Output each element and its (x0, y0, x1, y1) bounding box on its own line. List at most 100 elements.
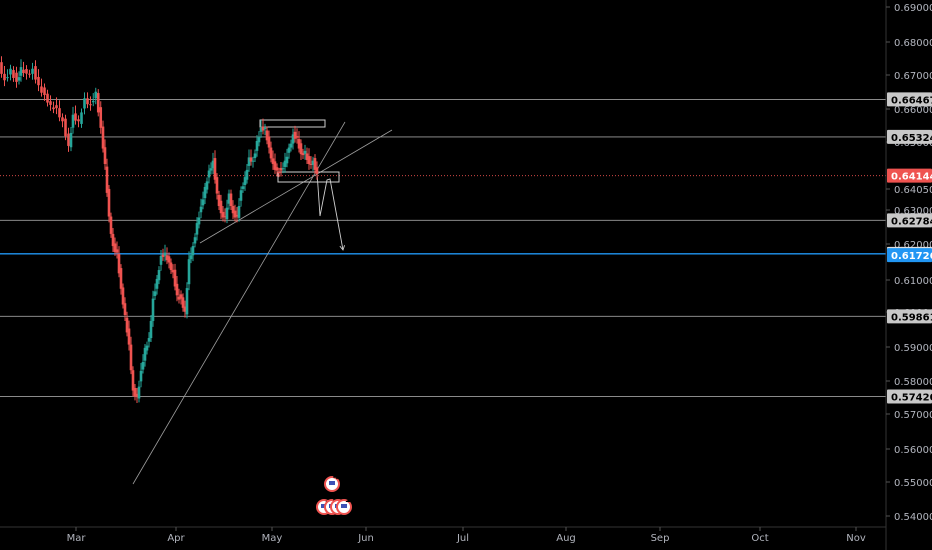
candle-down (0, 62, 3, 74)
candle-up (289, 143, 293, 148)
level-badge-label: 0.61726 (891, 251, 932, 262)
candle-up (199, 206, 203, 213)
candle-up (19, 67, 23, 76)
x-tick-label: Aug (556, 533, 576, 544)
candle-down (113, 243, 117, 252)
candle-down (28, 73, 31, 75)
candle-up (263, 127, 267, 130)
candle-up (139, 370, 143, 382)
x-tick-label: Jun (357, 533, 374, 544)
y-tick-label: 0.67000 (894, 71, 932, 82)
y-tick-label: 0.63000 (894, 206, 932, 217)
candle-down (293, 131, 297, 139)
candle-up (207, 170, 211, 178)
y-tick-label: 0.55000 (894, 478, 932, 489)
event-count: 1 (345, 495, 351, 505)
candle-down (86, 98, 89, 105)
candle-down (3, 73, 6, 81)
candle-up (153, 291, 157, 296)
candle-up (227, 193, 231, 204)
candle-down (169, 262, 173, 271)
candle-down (107, 188, 111, 217)
candle-down (105, 166, 109, 193)
candle-up (285, 156, 289, 164)
candle-down (67, 133, 70, 146)
candle-down (15, 72, 18, 82)
candle-down (305, 153, 309, 161)
candle-down (40, 86, 43, 93)
candle-down (61, 117, 64, 122)
candle-up (205, 181, 209, 190)
candle-down (183, 306, 187, 312)
x-tick-label: Apr (167, 533, 185, 544)
candle-down (22, 69, 25, 74)
candle-down (275, 167, 279, 171)
candle-down (297, 139, 301, 149)
candle-down (261, 126, 265, 131)
level-badge-label: 0.59861 (891, 312, 932, 323)
candle-down (96, 93, 100, 113)
candle-down (34, 66, 37, 80)
candle-down (129, 344, 133, 371)
candle-up (283, 160, 287, 167)
candle-up (94, 91, 98, 99)
candle-up (83, 98, 86, 109)
level-badge (887, 92, 932, 107)
y-tick-label: 0.54000 (894, 512, 932, 523)
candle-down (235, 214, 239, 217)
candle-down (213, 158, 217, 180)
horizontal-levels (0, 98, 886, 397)
y-tick-label: 0.57000 (894, 410, 932, 421)
candle-down (101, 126, 105, 149)
level-badge-label: 0.66467 (891, 95, 932, 106)
y-tick-label: 0.62000 (894, 240, 932, 251)
flag-icon (321, 504, 327, 508)
candle-up (259, 127, 263, 132)
candle-down (37, 76, 40, 86)
candle-down (177, 296, 181, 300)
y-tick-label: 0.58000 (894, 377, 932, 388)
candle-up (211, 160, 215, 169)
candle-down (171, 270, 175, 273)
candle-up (91, 100, 95, 103)
candle-down (111, 233, 115, 247)
candle-down (269, 147, 273, 159)
y-tick-label: 0.68000 (894, 38, 932, 49)
candle-down (277, 171, 281, 174)
candle-down (279, 167, 283, 171)
candle-down (223, 216, 227, 218)
level-badge (887, 129, 932, 144)
candle-up (155, 278, 159, 289)
resistance-box (259, 119, 326, 128)
candle-up (197, 217, 201, 225)
candle-up (31, 68, 34, 74)
candle-down (89, 104, 92, 106)
candle-up (137, 386, 141, 399)
candle-down (299, 143, 303, 155)
candle-down (315, 167, 319, 174)
x-tick-label: Mar (67, 533, 87, 544)
candle-up (145, 345, 149, 351)
candle-up (187, 259, 191, 285)
candle-down (249, 157, 253, 162)
candle-up (185, 288, 189, 315)
candle-down (121, 287, 125, 305)
y-tick-label: 0.59000 (894, 343, 932, 354)
candle-down (77, 119, 80, 122)
candle-down (109, 216, 113, 234)
candle-down (229, 193, 233, 207)
candle-down (58, 108, 61, 118)
candle-down (135, 393, 139, 398)
candle-down (233, 210, 237, 218)
trendline-2 (199, 129, 393, 244)
candle-down (133, 387, 137, 397)
candle-down (271, 158, 275, 164)
candle-up (251, 160, 255, 162)
y-tick-label: 0.66000 (894, 105, 932, 116)
candle-down (123, 303, 127, 316)
candle-down (131, 370, 135, 391)
flag-icon (341, 504, 347, 508)
candle-down (301, 152, 305, 156)
level-badge-label: 0.62784 (891, 216, 932, 227)
